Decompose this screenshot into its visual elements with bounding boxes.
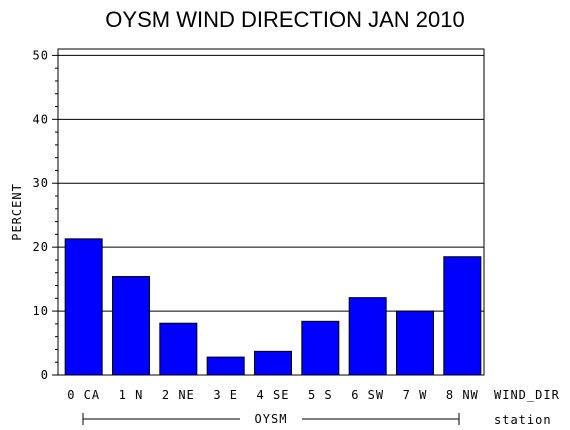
x-tick-label: 2 NE bbox=[162, 388, 195, 402]
y-tick-label: 50 bbox=[33, 48, 49, 62]
bar-3-e bbox=[206, 356, 245, 376]
y-tick-label: 20 bbox=[33, 240, 49, 254]
bar-8-nw bbox=[443, 256, 482, 376]
x-tick-label: 4 SE bbox=[257, 388, 290, 402]
x-tick-label: 3 E bbox=[213, 388, 238, 402]
x-tick-label: 5 S bbox=[308, 388, 333, 402]
x-axis: 0 CA 1 N 2 NE 3 E 4 SE 5 S 6 SW 7 W 8 NW bbox=[67, 388, 479, 402]
x-tick-label: 6 SW bbox=[351, 388, 384, 402]
x-tick-label: 8 NW bbox=[446, 388, 479, 402]
y-tick-label: 30 bbox=[33, 176, 49, 190]
bar-7-w bbox=[396, 310, 434, 376]
bar-5-s bbox=[301, 320, 340, 376]
x-axis-label: WIND_DIR bbox=[494, 388, 560, 402]
bars bbox=[64, 238, 482, 376]
y-axis: 0 10 20 30 40 50 bbox=[33, 48, 58, 382]
bar-0-ca bbox=[64, 238, 103, 376]
y-tick-label: 10 bbox=[33, 304, 49, 318]
y-tick-label: 40 bbox=[33, 112, 49, 126]
x-tick-label: 1 N bbox=[119, 388, 144, 402]
bar-4-se bbox=[254, 350, 292, 376]
station-bracket: OYSM bbox=[82, 411, 460, 427]
plot-frame bbox=[57, 48, 485, 376]
x-tick-label: 7 W bbox=[403, 388, 428, 402]
bar-1-n bbox=[112, 276, 150, 376]
x-tick-label: 0 CA bbox=[67, 388, 100, 402]
y-axis-label: PERCENT bbox=[10, 183, 24, 241]
station-label: station bbox=[494, 413, 552, 427]
y-tick-label: 0 bbox=[41, 368, 49, 382]
chart-title: OYSM WIND DIRECTION JAN 2010 bbox=[105, 7, 464, 32]
bar-6-sw bbox=[348, 297, 387, 376]
station-value: OYSM bbox=[255, 412, 288, 426]
bar-2-ne bbox=[159, 322, 198, 376]
grid-lines bbox=[58, 54, 484, 312]
